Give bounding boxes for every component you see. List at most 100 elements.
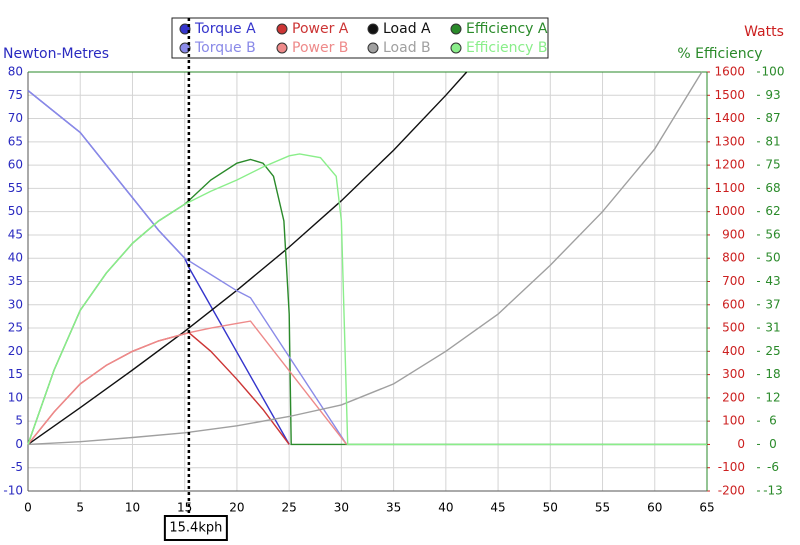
x-tick-label: 40 [438, 501, 453, 515]
series-line [27, 90, 290, 445]
y2-tick-label: 0 [737, 437, 745, 451]
legend-label: Efficiency A [466, 21, 548, 37]
y2-tick-label: -200 [718, 484, 745, 498]
y3-tick-label: 93 [765, 88, 780, 102]
legend-label: Power B [292, 40, 348, 56]
x-tick-label: 25 [282, 501, 297, 515]
legend-icon [450, 23, 462, 35]
y3-tick-label: 81 [765, 134, 780, 148]
y-axis-title: Newton-Metres [3, 46, 109, 62]
y2-tick-label: 600 [722, 297, 745, 311]
y-tick-label: 60 [8, 158, 23, 172]
y-tick-label: 20 [8, 344, 23, 358]
y3-tick-label: 18 [765, 367, 780, 381]
x-tick-label: 0 [24, 501, 32, 515]
x-tick-label: 30 [334, 501, 349, 515]
series-line [27, 331, 290, 445]
y2-tick-label: -100 [718, 460, 745, 474]
y2-tick-label: 300 [722, 367, 745, 381]
y3-tick-label: 68 [765, 181, 780, 195]
y2-tick-label: 1400 [714, 111, 745, 125]
y3-tick-label: 62 [765, 204, 780, 218]
x-tick-label: 60 [647, 501, 662, 515]
y2-tick-label: 400 [722, 344, 745, 358]
y-tick-label: 25 [8, 321, 23, 335]
y2-tick-label: 700 [722, 274, 745, 288]
legend-label: Load B [383, 40, 431, 56]
y2-tick-label: 1600 [714, 65, 745, 79]
series-line [27, 90, 348, 445]
x-tick-label: 45 [490, 501, 505, 515]
x-tick-label: 55 [595, 501, 610, 515]
y3-tick-label: 31 [765, 321, 780, 335]
y-tick-label: 10 [8, 390, 23, 404]
y3-tick-label: 12 [765, 390, 780, 404]
legend-label: Torque B [194, 40, 256, 56]
y3-tick-label: -13 [763, 484, 783, 498]
y3-tick-label: 50 [765, 251, 780, 265]
legend-label: Power A [292, 21, 349, 37]
legend-icon [276, 23, 288, 35]
y-tick-label: 15 [8, 367, 23, 381]
x-tick-label: 50 [543, 501, 558, 515]
legend-icon [367, 23, 379, 35]
series-line [27, 320, 348, 445]
y-tick-label: 75 [8, 88, 23, 102]
y-tick-label: 0 [15, 437, 23, 451]
cursor-label: 15.4kph [169, 521, 222, 536]
y3-tick-label: 37 [765, 297, 780, 311]
cursor-box [163, 515, 228, 541]
series-line [27, 153, 707, 446]
y2-tick-label: 1300 [714, 134, 745, 148]
y-tick-label: -10 [3, 484, 23, 498]
y3-tick-label: 100 [762, 65, 785, 79]
series-line [27, 71, 468, 445]
y3-tick-label: 25 [765, 344, 780, 358]
y2-axis-title: Watts [744, 24, 784, 40]
x-tick-label: 20 [229, 501, 244, 515]
series-line [27, 71, 703, 446]
x-tick-label: 10 [125, 501, 140, 515]
legend-label: Load A [383, 21, 431, 37]
y2-tick-label: 200 [722, 390, 745, 404]
legend-label: Efficiency B [466, 40, 548, 56]
series-line [27, 158, 707, 446]
y-tick-label: 40 [8, 251, 23, 265]
y2-tick-label: 1500 [714, 88, 745, 102]
y3-tick-label: 0 [769, 437, 777, 451]
y3-tick-label: -6 [767, 460, 779, 474]
y2-tick-label: 1200 [714, 158, 745, 172]
y3-tick-label: 87 [765, 111, 780, 125]
y-tick-label: 70 [8, 111, 23, 125]
y3-tick-label: 6 [769, 414, 777, 428]
y2-tick-label: 900 [722, 227, 745, 241]
legend-icon [450, 42, 462, 54]
x-tick-label: 5 [76, 501, 84, 515]
y3-tick-label: 43 [765, 274, 780, 288]
y2-tick-label: 1000 [714, 204, 745, 218]
legend-icon [276, 42, 288, 54]
y-tick-label: -5 [11, 460, 23, 474]
x-tick-label: 65 [699, 501, 714, 515]
y-tick-label: 35 [8, 274, 23, 288]
y-tick-label: 55 [8, 181, 23, 195]
y2-tick-label: 1100 [714, 181, 745, 195]
legend-box [171, 17, 549, 59]
legend-label: Torque A [194, 21, 256, 37]
y-tick-label: 80 [8, 65, 23, 79]
y3-axis-title: % Efficiency [677, 46, 762, 62]
y-tick-label: 45 [8, 227, 23, 241]
y-tick-label: 50 [8, 204, 23, 218]
y2-tick-label: 800 [722, 251, 745, 265]
y-tick-label: 30 [8, 297, 23, 311]
y2-tick-label: 500 [722, 321, 745, 335]
legend-icon [367, 42, 379, 54]
x-tick-label: 35 [386, 501, 401, 515]
y3-tick-label: 75 [765, 158, 780, 172]
y3-tick-label: 56 [765, 227, 780, 241]
y-tick-label: 65 [8, 134, 23, 148]
legend-icon [179, 23, 191, 35]
y-tick-label: 5 [15, 414, 23, 428]
y2-tick-label: 100 [722, 414, 745, 428]
